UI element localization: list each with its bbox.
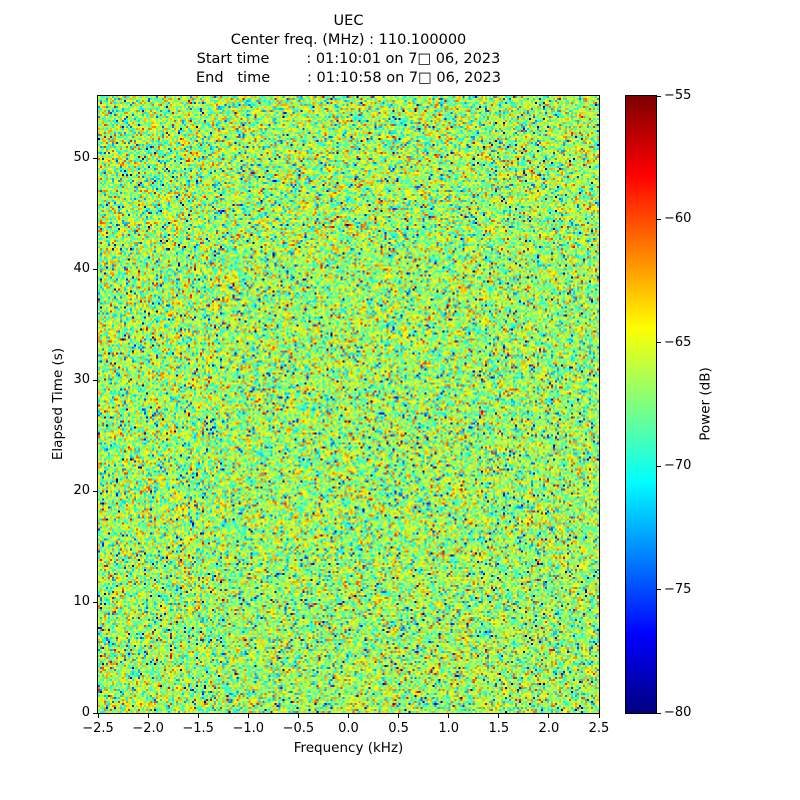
y-tick-label: 10 <box>73 594 90 610</box>
x-tick-label: 1.5 <box>488 721 510 736</box>
x-tick-mark <box>448 714 450 718</box>
colorbar-tick-mark <box>657 342 661 344</box>
x-tick-mark <box>247 714 249 718</box>
y-tick-label: 40 <box>73 261 90 277</box>
colorbar <box>625 95 657 714</box>
y-tick-mark <box>93 490 97 492</box>
x-tick-label: 0.0 <box>338 721 359 736</box>
colorbar-tick-label: −75 <box>664 581 692 597</box>
y-tick-label: 50 <box>73 150 90 166</box>
y-axis-label-box: Elapsed Time (s) <box>49 95 67 712</box>
colorbar-tick-mark <box>657 465 661 467</box>
colorbar-tick-label: −55 <box>664 88 692 103</box>
y-tick-mark <box>93 379 97 381</box>
x-tick-mark <box>598 714 600 718</box>
chart-title: UEC <box>333 13 364 29</box>
x-tick-mark <box>548 714 550 718</box>
x-axis-label: Frequency (kHz) <box>293 740 404 756</box>
chart-subtitle-end-time: End time : 01:10:58 on 7□ 06, 2023 <box>195 70 502 86</box>
y-tick-mark <box>93 268 97 270</box>
x-tick-label: −1.0 <box>232 721 265 736</box>
colorbar-tick-label: −65 <box>664 334 692 350</box>
colorbar-tick-mark <box>657 712 661 714</box>
x-tick-mark <box>197 714 199 718</box>
x-tick-label: −2.0 <box>132 721 164 736</box>
x-tick-label: 0.5 <box>388 721 409 736</box>
x-tick-mark <box>498 714 500 718</box>
y-tick-label: 20 <box>73 483 90 499</box>
x-tick-mark <box>297 714 299 718</box>
chart-subtitle-start-time: Start time : 01:10:01 on 7□ 06, 2023 <box>196 51 501 67</box>
colorbar-tick-label: −60 <box>664 211 692 227</box>
colorbar-tick-mark <box>657 218 661 220</box>
colorbar-tick-mark <box>657 95 661 97</box>
colorbar-gradient-canvas <box>626 96 656 713</box>
colorbar-tick-label: −70 <box>664 458 692 474</box>
x-tick-label: −0.5 <box>282 721 315 736</box>
y-tick-mark <box>93 712 97 714</box>
y-axis-label: Elapsed Time (s) <box>50 347 66 460</box>
colorbar-tick-label: −80 <box>664 705 692 720</box>
spectrogram-heatmap-canvas <box>98 96 599 713</box>
x-tick-mark <box>398 714 400 718</box>
x-tick-mark <box>348 714 349 718</box>
x-tick-label: 2.5 <box>588 721 610 736</box>
chart-subtitle-center-freq: Center freq. (MHz) : 110.100000 <box>230 32 467 48</box>
x-tick-label: 1.0 <box>438 721 460 736</box>
colorbar-tick-mark <box>657 589 661 591</box>
y-tick-label: 30 <box>73 372 90 388</box>
colorbar-label: Power (dB) <box>698 366 715 441</box>
x-tick-mark <box>97 714 99 718</box>
x-tick-label: −1.5 <box>182 721 214 736</box>
x-tick-label: 2.0 <box>538 721 560 736</box>
colorbar-label-box: Power (dB) <box>697 95 715 712</box>
chart-title-block: UEC Center freq. (MHz) : 110.100000 Star… <box>97 12 600 88</box>
x-tick-mark <box>147 714 149 718</box>
y-tick-label: 0 <box>81 705 90 720</box>
heatmap-plot-area <box>97 95 600 714</box>
y-tick-mark <box>93 601 97 603</box>
x-tick-label: −2.5 <box>82 721 114 736</box>
y-tick-mark <box>93 157 97 159</box>
